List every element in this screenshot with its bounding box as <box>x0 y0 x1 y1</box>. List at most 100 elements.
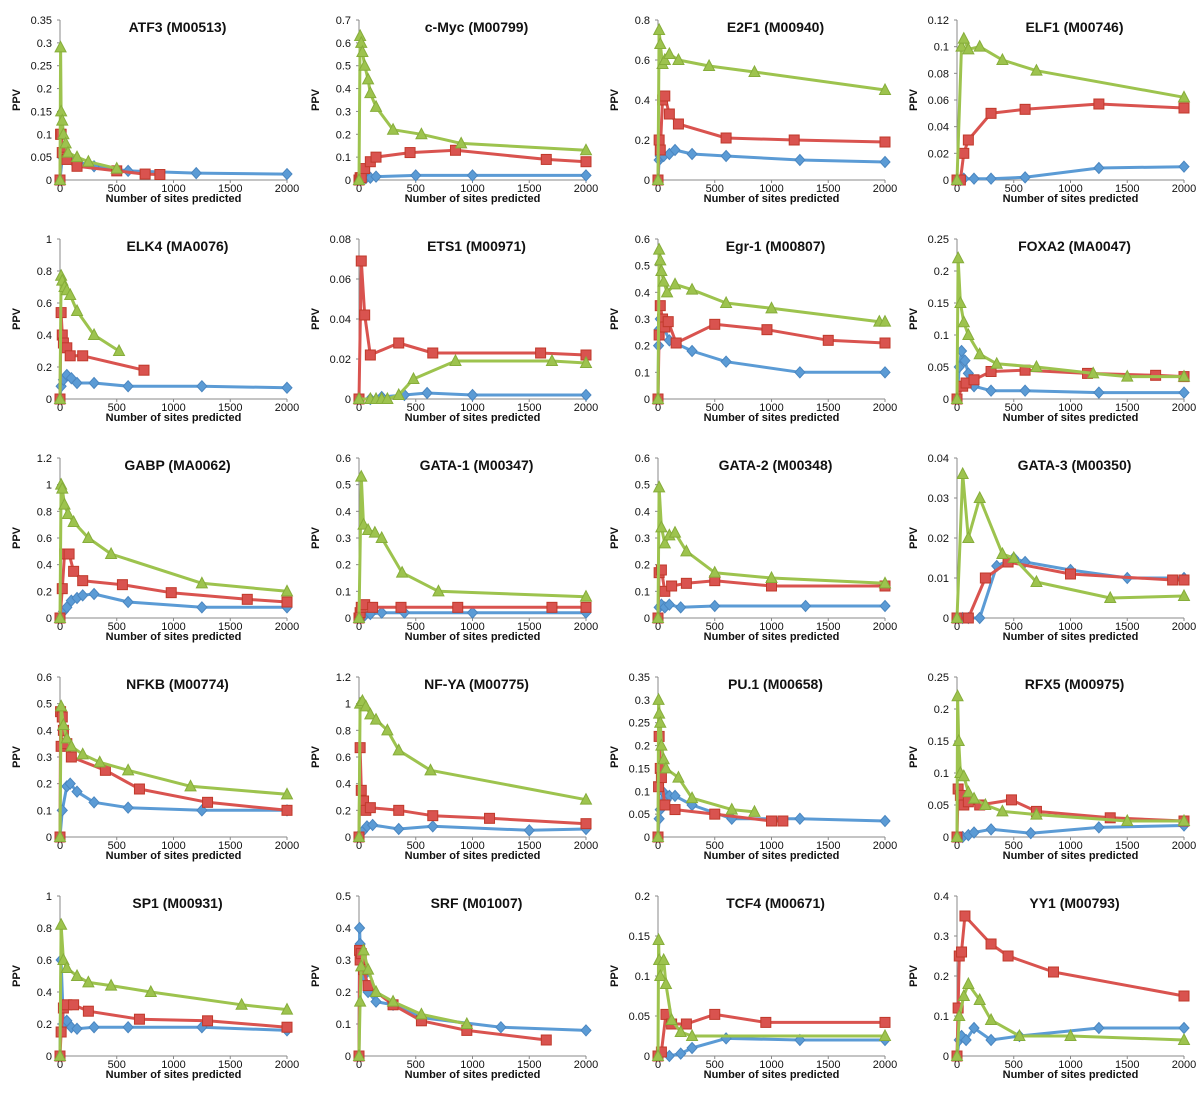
data-point-green <box>352 829 366 842</box>
data-point-green <box>652 242 666 255</box>
data-point-red <box>956 946 968 958</box>
series-red <box>652 90 891 186</box>
y-tick-label: 0 <box>943 613 949 625</box>
chart-svg: 0 0.1 0.2 0.3 0.4 0.5 0.6 0 500 1000 1500 2000 GATA-… <box>310 453 598 643</box>
data-point-red <box>672 118 684 130</box>
y-tick-label: 0.3 <box>635 695 650 707</box>
x-axis-label: Number of sites predicted <box>704 1069 840 1081</box>
data-point-green <box>652 692 665 705</box>
data-point-blue <box>794 153 806 167</box>
y-axis-label: PPV <box>11 307 23 330</box>
data-point-blue <box>879 599 891 613</box>
y-tick-label: 0 <box>943 175 949 187</box>
y-tick-label: 0.1 <box>336 152 351 164</box>
data-point-green <box>956 466 970 479</box>
chart-panel: 0 0.1 0.2 0.3 0.4 0.5 0 500 1000 1500 2000 SRF (M01… <box>299 876 598 1095</box>
x-tick-label: 0 <box>655 183 661 195</box>
y-tick-label: 0 <box>46 1051 52 1063</box>
y-tick-label: 0.8 <box>37 266 52 278</box>
x-tick-label: 2000 <box>1172 840 1196 852</box>
x-tick-label: 1500 <box>218 183 242 195</box>
data-point-red <box>879 337 891 349</box>
chart-title: SP1 (M00931) <box>132 895 222 911</box>
data-point-green <box>957 988 971 1001</box>
data-point-green <box>280 584 294 597</box>
x-tick-label: 1500 <box>816 402 840 414</box>
data-point-green <box>354 959 368 972</box>
data-point-red <box>154 169 166 181</box>
x-axis-label: Number of sites predicted <box>1003 1069 1139 1081</box>
x-tick-label: 1500 <box>1115 402 1139 414</box>
y-tick-label: 0.4 <box>635 287 650 299</box>
y-tick-label: 0 <box>345 394 351 406</box>
data-point-blue <box>88 587 100 601</box>
data-point-green <box>110 161 124 174</box>
chart-panel: 0 0.1 0.2 0.3 0.4 0.5 0.6 0 500 1000 1500 2000 GATA-… <box>598 438 897 657</box>
data-point-green <box>702 58 716 71</box>
chart-title: YY1 (M00793) <box>1029 895 1119 911</box>
y-tick-label: 0.08 <box>928 68 949 80</box>
y-tick-label: 0 <box>644 394 650 406</box>
y-tick-label: 0.2 <box>934 971 949 983</box>
y-tick-label: 0.15 <box>928 736 949 748</box>
data-point-red <box>879 1016 891 1028</box>
x-tick-label: 0 <box>655 621 661 633</box>
data-point-green <box>407 371 420 384</box>
chart-panel: 0 0.02 0.04 0.06 0.08 0.1 0.12 0 500 1000 1500 2000… <box>897 0 1196 219</box>
data-point-green <box>951 689 964 702</box>
data-point-red <box>540 153 552 165</box>
chart-panel: 0 0.05 0.1 0.15 0.2 0 500 1000 1500 2000 TCF4 (M00… <box>598 876 897 1095</box>
x-tick-label: 1500 <box>517 621 541 633</box>
y-tick-label: 0.7 <box>336 15 351 27</box>
x-axis-label: Number of sites predicted <box>704 412 840 424</box>
chart-title: ETS1 (M00971) <box>427 238 526 254</box>
data-point-green <box>545 353 559 366</box>
y-tick-label: 0.3 <box>336 106 351 118</box>
data-point-green <box>361 72 375 85</box>
data-point-green <box>82 975 95 988</box>
y-tick-label: 1 <box>46 480 52 492</box>
data-point-green <box>952 733 966 746</box>
chart-svg: 0 0.1 0.2 0.3 0.4 0.5 0 500 1000 1500 2000 SRF (M01… <box>310 891 598 1081</box>
chart-title: Egr-1 (M00807) <box>726 238 826 254</box>
x-tick-label: 500 <box>407 402 425 414</box>
data-point-green <box>54 699 68 712</box>
series-line-red <box>656 1012 887 1058</box>
series-line-red <box>656 94 887 182</box>
data-point-red <box>709 808 721 820</box>
y-tick-label: 0.4 <box>37 560 52 572</box>
data-point-green <box>369 984 383 997</box>
data-point-blue <box>1093 821 1105 834</box>
x-tick-label: 2000 <box>873 1059 897 1071</box>
data-point-green <box>950 610 964 623</box>
chart-panel: 0 0.2 0.4 0.6 0.8 0 500 1000 1500 2000 E2F1 (M0094… <box>598 0 897 219</box>
chart-panel: 0 0.1 0.2 0.3 0.4 0.5 0.6 0 500 1000 1500 2000 GATA-… <box>299 438 598 657</box>
y-tick-label: 0.5 <box>336 891 351 903</box>
y-tick-label: 0.4 <box>336 779 351 791</box>
y-tick-label: 0.8 <box>635 15 650 27</box>
data-point-green <box>652 932 665 945</box>
y-tick-label: 0.3 <box>635 314 650 326</box>
data-point-blue <box>669 789 681 803</box>
x-tick-label: 1000 <box>1058 402 1082 414</box>
chart-svg: 0 0.2 0.4 0.6 0.8 1 0 500 1000 1500 2000 ELK4 (MA00… <box>11 234 299 424</box>
x-tick-label: 1000 <box>460 1059 484 1071</box>
data-point-blue <box>985 823 997 836</box>
data-point-blue <box>1019 171 1031 184</box>
data-point-red <box>1167 574 1179 586</box>
data-point-green <box>579 355 593 368</box>
series-green <box>950 31 1191 185</box>
data-point-red <box>663 108 675 120</box>
data-point-red <box>355 255 367 267</box>
x-tick-label: 2000 <box>574 402 598 414</box>
data-point-blue <box>523 824 535 837</box>
data-point-green <box>386 994 400 1007</box>
x-tick-label: 1500 <box>218 402 242 414</box>
data-point-red <box>116 579 128 591</box>
chart-title: ATF3 (M00513) <box>129 19 227 35</box>
x-tick-label: 1000 <box>759 840 783 852</box>
data-point-green <box>579 589 593 602</box>
x-tick-label: 1000 <box>161 840 185 852</box>
data-point-green <box>765 570 778 583</box>
x-tick-label: 500 <box>407 621 425 633</box>
